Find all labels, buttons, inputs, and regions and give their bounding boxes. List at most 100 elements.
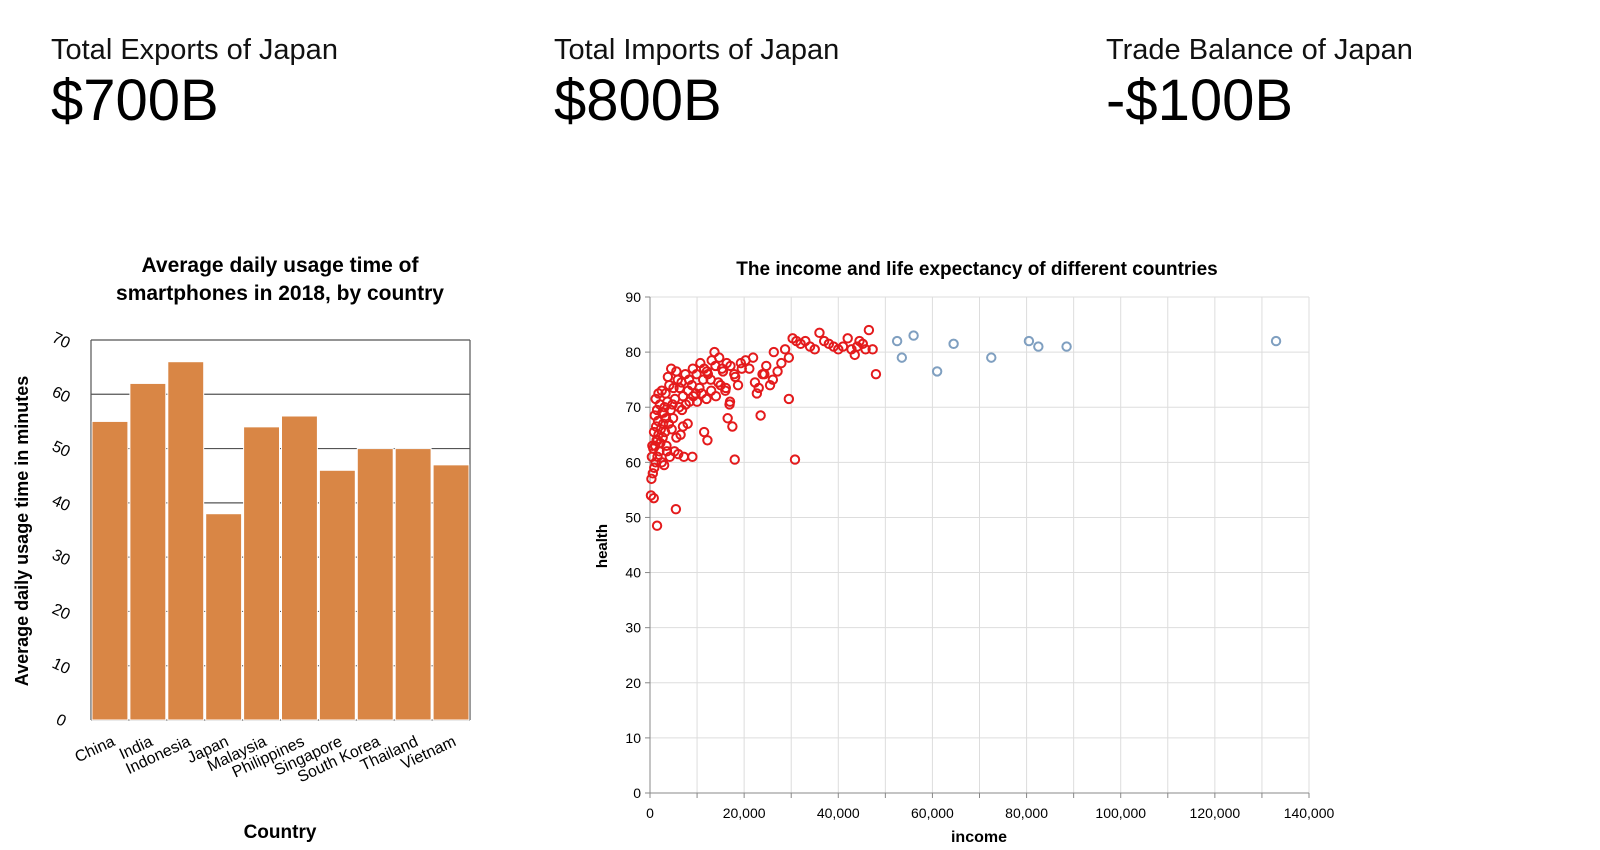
scatter-point bbox=[948, 338, 959, 350]
scatter-point bbox=[649, 440, 661, 451]
scatter-point bbox=[657, 407, 668, 418]
scatter-point bbox=[759, 368, 770, 380]
scatter-point bbox=[652, 415, 664, 427]
scatter-point bbox=[772, 366, 783, 377]
scatter-point bbox=[648, 426, 660, 438]
scatter-point bbox=[931, 366, 943, 377]
bar-y-tick-label: 0 bbox=[53, 711, 68, 730]
scatter-point bbox=[842, 333, 853, 344]
scatter-point bbox=[661, 446, 673, 457]
scatter-point bbox=[837, 341, 849, 352]
scatter-point bbox=[650, 421, 662, 432]
scatter-point bbox=[667, 413, 679, 424]
scatter-point bbox=[673, 448, 684, 460]
scatter-point bbox=[863, 324, 875, 336]
scatter-point bbox=[908, 330, 919, 341]
scatter-point bbox=[755, 410, 766, 421]
scatter-point bbox=[716, 363, 728, 374]
scatter-point bbox=[651, 435, 662, 446]
scatter-point bbox=[671, 432, 682, 443]
scatter-point bbox=[701, 366, 713, 377]
scatter-point bbox=[659, 426, 671, 438]
scatter-point bbox=[814, 327, 825, 339]
scatter-point bbox=[753, 382, 764, 394]
scatter-point bbox=[655, 437, 666, 449]
scatter-point bbox=[705, 385, 717, 396]
scatter-point bbox=[691, 368, 702, 380]
scatter-point bbox=[986, 352, 997, 363]
scatter-point bbox=[652, 435, 663, 446]
scatter-point bbox=[747, 352, 759, 363]
kpi-total-imports: Total Imports of Japan $800B bbox=[554, 32, 839, 134]
scatter-chart-x-axis-label: income bbox=[951, 829, 1007, 846]
scatter-point bbox=[645, 490, 657, 501]
scatter-y-tick-label: 70 bbox=[625, 399, 641, 415]
bar-vietnam bbox=[432, 464, 470, 721]
scatter-x-tick-label: 80,000 bbox=[1005, 805, 1048, 821]
scatter-point bbox=[725, 360, 736, 372]
scatter-point bbox=[729, 454, 740, 465]
scatter-point bbox=[653, 429, 664, 440]
kpi-balance-label: Trade Balance of Japan bbox=[1106, 34, 1413, 66]
scatter-point bbox=[757, 368, 768, 380]
scatter-point bbox=[669, 393, 681, 405]
scatter-point bbox=[646, 473, 657, 485]
scatter-point bbox=[683, 374, 695, 385]
scatter-point bbox=[664, 379, 675, 391]
scatter-point bbox=[846, 344, 857, 355]
scatter-point bbox=[795, 338, 806, 350]
scatter-y-tick-label: 20 bbox=[625, 675, 641, 691]
scatter-point bbox=[724, 399, 735, 410]
kpi-exports-label: Total Exports of Japan bbox=[51, 34, 338, 66]
scatter-point bbox=[724, 396, 736, 407]
scatter-point bbox=[1270, 335, 1282, 347]
scatter-point bbox=[749, 377, 761, 388]
scatter-point bbox=[665, 363, 677, 374]
scatter-point bbox=[854, 335, 865, 347]
scatter-point bbox=[896, 352, 908, 363]
scatter-point bbox=[729, 371, 741, 383]
scatter-point bbox=[680, 368, 691, 380]
scatter-point bbox=[833, 344, 844, 355]
bar-chart-x-ticks: China IndiaIndonesiaJapanMalaysiaPhilippi… bbox=[73, 733, 459, 786]
scatter-point bbox=[649, 462, 660, 474]
scatter-point bbox=[654, 399, 666, 410]
scatter-point bbox=[705, 374, 716, 385]
scatter-y-tick-label: 10 bbox=[625, 730, 641, 746]
scatter-x-tick-label: 60,000 bbox=[911, 805, 954, 821]
scatter-point bbox=[657, 418, 669, 429]
scatter-x-tick-label: 20,000 bbox=[723, 805, 766, 821]
scatter-y-tick-label: 60 bbox=[625, 454, 641, 470]
scatter-point bbox=[657, 432, 668, 443]
bar-japan bbox=[205, 513, 243, 721]
bar-china bbox=[91, 420, 129, 721]
scatter-point bbox=[768, 346, 779, 358]
kpi-trade-balance: Trade Balance of Japan -$100B bbox=[1106, 32, 1413, 134]
bar-chart-y-ticks: 0 10 20 30 40 50 60 70 bbox=[49, 329, 72, 730]
scatter-point bbox=[698, 426, 710, 438]
bar-x-tick-label: China bbox=[73, 733, 118, 766]
bar-chart-title-line-1: Average daily usage time of bbox=[142, 254, 420, 277]
scatter-point bbox=[691, 396, 703, 407]
scatter-chart-y-ticks: 0 10 20 30 40 50 60 70 80 90 bbox=[625, 289, 650, 801]
scatter-point bbox=[720, 385, 731, 396]
scatter-x-tick-label: 40,000 bbox=[817, 805, 860, 821]
scatter-point bbox=[695, 357, 706, 369]
scatter-point bbox=[656, 457, 667, 468]
scatter-x-tick-label: 120,000 bbox=[1190, 805, 1241, 821]
scatter-point bbox=[776, 357, 787, 369]
scatter-chart-title: The income and life expectancy of differ… bbox=[736, 259, 1217, 280]
scatter-point bbox=[751, 388, 763, 399]
scatter-point bbox=[732, 379, 744, 391]
bar-south-korea bbox=[356, 448, 394, 721]
scatter-point bbox=[658, 459, 670, 471]
kpi-imports-label: Total Imports of Japan bbox=[554, 34, 840, 66]
scatter-point bbox=[736, 363, 747, 374]
scatter-point bbox=[687, 451, 698, 463]
bar-chart-bars bbox=[91, 361, 470, 721]
scatter-point bbox=[661, 440, 672, 451]
scatter-point bbox=[701, 393, 712, 405]
scatter-point bbox=[783, 352, 795, 363]
scatter-point bbox=[698, 363, 710, 374]
scatter-point bbox=[767, 374, 779, 385]
